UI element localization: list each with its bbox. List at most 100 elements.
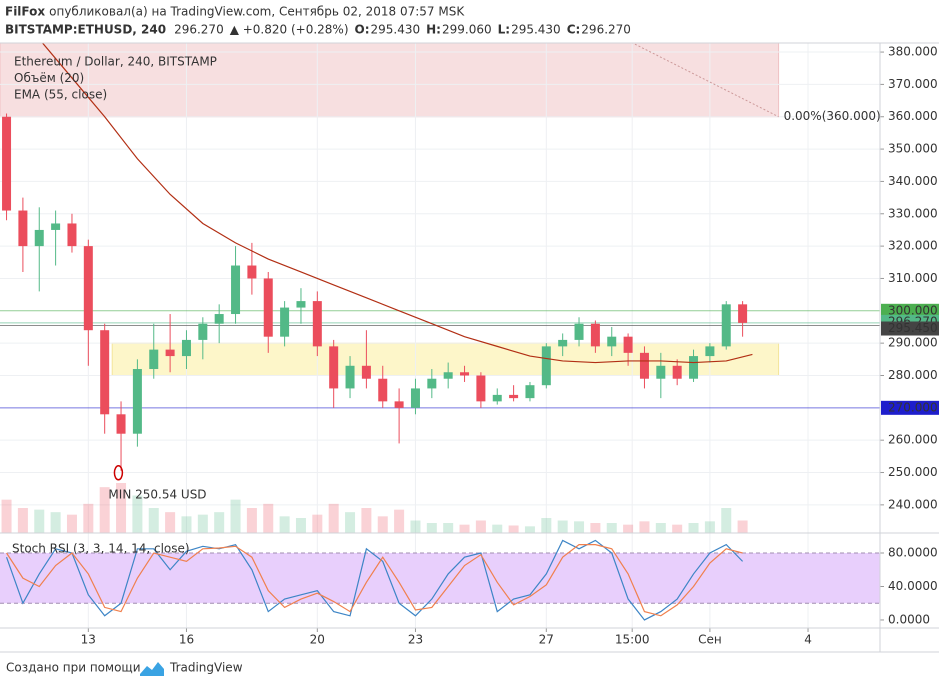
volume-bar: [361, 508, 372, 533]
candle-body: [329, 346, 339, 389]
volume-bar: [230, 499, 241, 533]
candle-body: [443, 372, 453, 379]
legend-entry: EMA (55, close): [14, 88, 107, 102]
candle-body: [165, 349, 175, 357]
y-tick-label: 260.000: [888, 433, 938, 447]
volume-bar: [148, 508, 159, 533]
footer-text: Создано при помощи: [6, 661, 141, 675]
volume-bar: [721, 508, 732, 533]
volume-bar: [116, 483, 127, 533]
y-tick-label: 0.0000: [888, 612, 930, 626]
candle-body: [427, 378, 437, 389]
candle-body: [296, 301, 306, 308]
last-price: 296.270: [174, 23, 224, 37]
stoch-pane: [0, 533, 880, 628]
volume-bar: [197, 514, 208, 533]
main-pane: [0, 43, 880, 533]
candle-body: [263, 278, 273, 337]
ohlc-label: L:: [498, 23, 510, 37]
candle-body: [34, 229, 44, 247]
legend-entry: Ethereum / Dollar, 240, BITSTAMP: [14, 55, 217, 69]
ohlc-value: 299.060: [442, 23, 492, 37]
candle-body: [558, 339, 568, 347]
y-tick-label: 340.000: [888, 174, 938, 188]
y-tick-label: 360.000: [888, 109, 938, 123]
candle-body: [51, 223, 61, 230]
candle-body: [672, 365, 682, 379]
y-tick-label: 280.000: [888, 368, 938, 382]
symbol: BITSTAMP:ETHUSD, 240: [5, 23, 166, 37]
ohlc-value: 295.430: [511, 23, 561, 37]
change: ▲ +0.820 (+0.28%): [230, 23, 349, 37]
volume-bar: [606, 523, 617, 533]
candle-body: [149, 349, 159, 370]
x-tick-label: 4: [804, 633, 812, 647]
volume-bar: [590, 523, 601, 533]
candle-body: [738, 304, 748, 323]
volume-bar: [83, 503, 94, 533]
candle-body: [541, 346, 551, 386]
candle-body: [705, 346, 715, 357]
price-label-box: [881, 303, 939, 318]
volume-bar: [394, 509, 405, 533]
volume-bar: [214, 512, 225, 533]
candle-body: [2, 116, 12, 211]
candle-body: [509, 394, 519, 399]
candle-body: [67, 223, 77, 247]
candle-body: [100, 330, 110, 415]
volume-bar: [263, 503, 274, 533]
brand-logo: [140, 662, 164, 676]
footer-brand: TradingView: [169, 661, 243, 675]
fib-label: 0.00%(360.000): [784, 109, 881, 123]
min-marker: [113, 465, 124, 481]
volume-bar: [66, 514, 77, 533]
candle-body: [525, 385, 535, 399]
x-tick-label: Сен: [698, 633, 722, 647]
y-tick-label: 240.000: [888, 497, 938, 511]
stoch-d-line: [6, 544, 743, 617]
volume-bar: [50, 512, 61, 533]
candle-body: [378, 378, 388, 402]
ohlc-label: O:: [355, 23, 370, 37]
candle-body: [18, 210, 28, 247]
price-label-box: [881, 400, 939, 415]
candle-body: [607, 336, 617, 347]
volume-bar: [99, 487, 110, 533]
candle-body: [231, 265, 241, 315]
volume-bar: [165, 512, 176, 533]
volume-bar: [541, 518, 552, 533]
volume-bar: [524, 526, 535, 533]
ohlc-label: H:: [426, 23, 441, 37]
stoch-title: Stoch RSI (3, 3, 14, 14, close): [12, 542, 190, 556]
volume-bar: [279, 516, 290, 533]
candle-body: [214, 314, 224, 324]
candle-body: [361, 365, 371, 379]
candle-body: [460, 372, 470, 376]
volume-bar: [704, 521, 715, 533]
volume-bar: [623, 524, 634, 533]
volume-bar: [557, 520, 568, 533]
volume-bar: [181, 516, 192, 533]
candle-body: [247, 265, 257, 279]
volume-bar: [1, 499, 12, 533]
volume-bar: [639, 521, 650, 533]
candle-body: [410, 388, 420, 408]
ohlc-value: 295.430: [371, 23, 421, 37]
price-label: 270.000: [888, 400, 938, 414]
candle-body: [689, 356, 699, 379]
volume-bar: [688, 523, 699, 533]
volume-bar: [34, 509, 45, 533]
volume-bar: [345, 512, 356, 533]
candle-body: [721, 304, 731, 347]
volume-bar: [312, 514, 323, 533]
x-tick-label: 16: [179, 633, 194, 647]
x-tick-label: 13: [81, 633, 96, 647]
min-label: MIN 250.54 USD: [108, 487, 206, 501]
volume-bar: [426, 523, 437, 533]
candle-body: [476, 375, 486, 402]
y-tick-label: 370.000: [888, 77, 938, 91]
candle-body: [639, 352, 649, 379]
volume-bar: [17, 508, 28, 533]
zone: [0, 43, 780, 118]
volume-bar: [410, 520, 421, 533]
